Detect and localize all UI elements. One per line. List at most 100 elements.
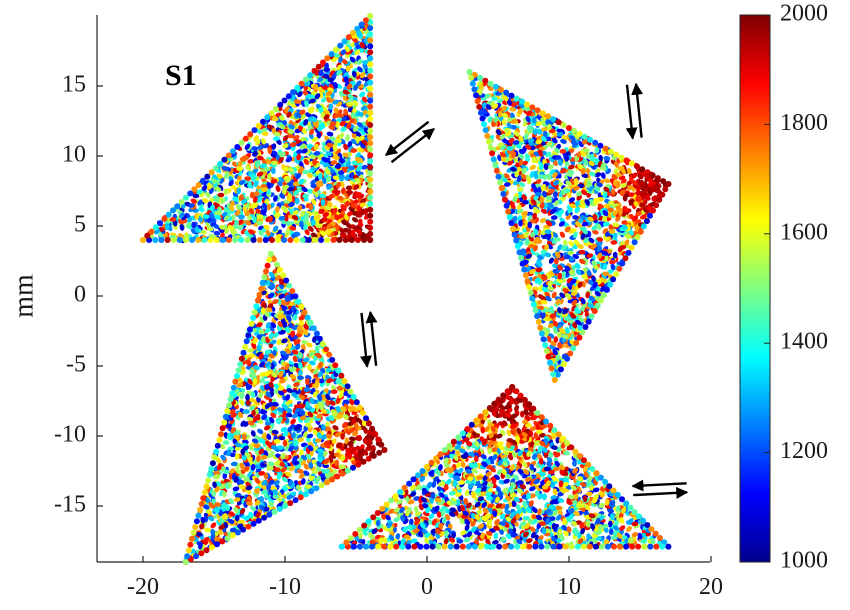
edge-point (628, 244, 635, 251)
data-point (236, 166, 244, 172)
edge-point (540, 336, 547, 343)
edge-point (498, 86, 504, 93)
data-point (238, 194, 244, 201)
edge-point (530, 301, 537, 308)
edge-point (182, 194, 189, 201)
edge-point (634, 234, 641, 240)
data-point (318, 208, 325, 214)
edge-point (350, 464, 356, 471)
edge-point (370, 452, 377, 459)
data-point (218, 177, 225, 184)
data-point (325, 176, 332, 183)
edge-point (316, 335, 323, 342)
data-point (222, 440, 230, 445)
edge-point (564, 355, 571, 362)
data-point (354, 177, 361, 184)
edge-point (576, 130, 583, 137)
data-point (289, 226, 297, 231)
data-point (236, 187, 242, 195)
data-point (295, 173, 302, 180)
data-point (286, 111, 292, 118)
arrow-backward (625, 84, 638, 140)
data-point (359, 91, 366, 98)
edge-point (597, 297, 604, 304)
data-point (539, 218, 547, 223)
data-point (202, 214, 210, 219)
data-point (282, 143, 289, 149)
edge-point (224, 407, 231, 414)
data-point (322, 177, 327, 185)
data-point (288, 202, 295, 207)
edge-point (618, 154, 625, 161)
data-point (314, 93, 321, 100)
data-point (218, 224, 226, 230)
edge-point (152, 237, 159, 243)
edge-point (361, 237, 368, 243)
data-point (245, 165, 252, 172)
edge-point (232, 237, 239, 243)
edge-point (243, 338, 250, 345)
data-point (252, 150, 258, 157)
edge-point (187, 190, 194, 197)
edge-point (482, 77, 489, 84)
edge-point (344, 383, 351, 390)
edge-point (184, 553, 191, 560)
edge-point (238, 355, 245, 362)
data-point (341, 58, 348, 65)
data-point (312, 136, 319, 143)
data-point (311, 198, 317, 205)
data-point (278, 115, 286, 121)
data-point (346, 83, 353, 90)
data-point (271, 160, 278, 166)
data-point (326, 183, 333, 190)
data-point (223, 215, 230, 221)
edge-point (275, 237, 282, 243)
edge-point (255, 122, 262, 129)
edge-point (367, 224, 374, 231)
edge-point (366, 420, 372, 427)
edge-point (335, 367, 342, 374)
edge-point (258, 285, 265, 292)
edge-point (271, 508, 278, 515)
data-point (326, 131, 334, 137)
edge-point (197, 506, 204, 513)
edge-point (164, 237, 171, 243)
data-point (177, 218, 184, 225)
data-point (357, 66, 363, 73)
data-point (328, 103, 334, 111)
edge-point (292, 497, 299, 504)
data-point (209, 221, 217, 227)
edge-point (613, 151, 620, 158)
edge-point (201, 237, 208, 243)
x-tick-label: 0 (421, 574, 433, 600)
edge-point (607, 148, 614, 155)
edge-point (649, 172, 656, 179)
edge-point (490, 156, 497, 163)
data-point (346, 190, 353, 195)
edge-point (634, 163, 640, 170)
edge-point (623, 157, 630, 164)
data-point (343, 76, 349, 84)
edge-point (234, 144, 241, 150)
data-point (278, 215, 286, 221)
edge-point (219, 538, 226, 545)
edge-point (367, 73, 374, 80)
data-point (245, 220, 252, 226)
edge-point (229, 532, 236, 539)
data-point (271, 116, 279, 122)
data-point (309, 154, 316, 160)
data-point (263, 224, 270, 230)
edge-point (493, 167, 500, 174)
edge-point (152, 224, 159, 231)
data-point (356, 147, 364, 153)
data-point (287, 133, 295, 139)
y-tick-label: 0 (74, 282, 86, 308)
x-tick-label: -20 (127, 574, 159, 600)
edge-point (237, 361, 244, 368)
edge-point (363, 415, 369, 422)
edge-point (356, 404, 363, 411)
edge-point (524, 101, 531, 108)
edge-point (329, 476, 336, 483)
data-point (323, 114, 330, 120)
data-point (303, 119, 309, 126)
